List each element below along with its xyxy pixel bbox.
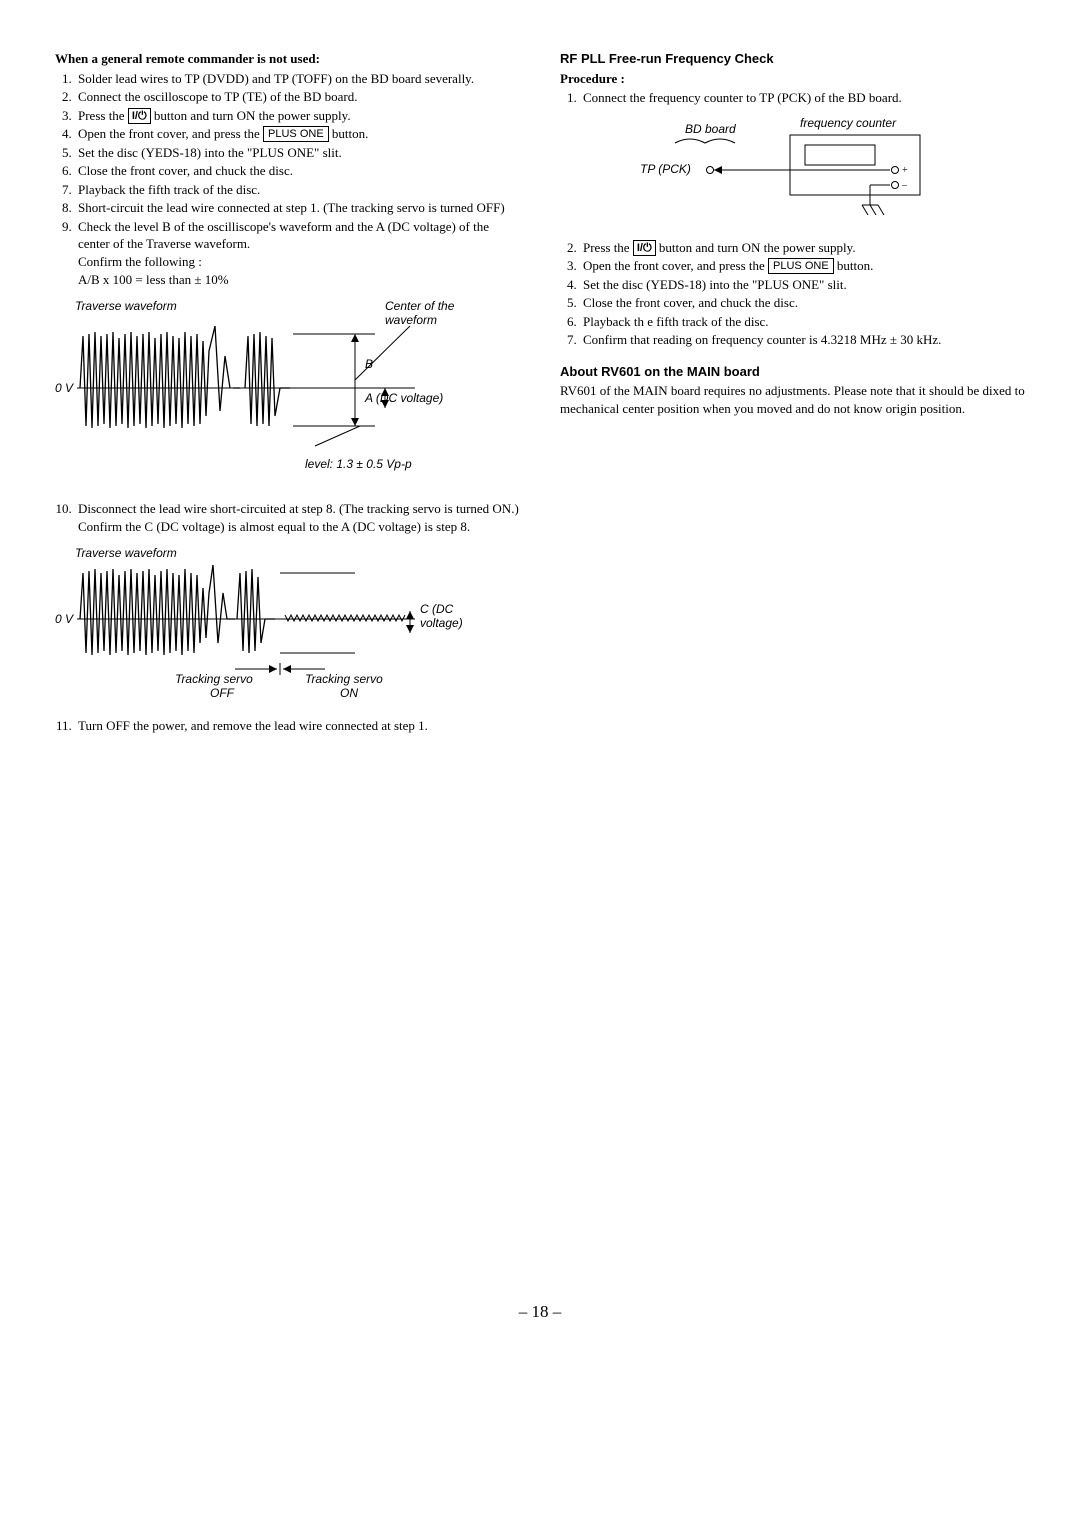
- wave1-center-label: Center of the waveform: [385, 299, 458, 327]
- svg-text:–: –: [901, 180, 908, 191]
- power-button-box: I/⏻: [128, 108, 151, 124]
- about-rv601-body: RV601 of the MAIN board requires no adju…: [560, 382, 1025, 417]
- tp-pck-label: TP (PCK): [640, 162, 691, 176]
- traverse-waveform-2: Traverse waveform 0 V: [55, 543, 520, 703]
- bd-freq-diagram: BD board frequency counter + – TP (PCK): [630, 115, 1025, 225]
- right-item-3: Open the front cover, and press the PLUS…: [580, 257, 1025, 275]
- right-item-2: Press the I/⏻ button and turn ON the pow…: [580, 239, 1025, 257]
- left-item-4: Open the front cover, and press the PLUS…: [75, 125, 520, 143]
- right-item-4: Set the disc (YEDS-18) into the "PLUS ON…: [580, 276, 1025, 294]
- page-number: – 18 –: [55, 1301, 1025, 1324]
- left-item-7: Playback the fifth track of the disc.: [75, 181, 520, 199]
- rf-pll-title: RF PLL Free-run Frequency Check: [560, 50, 1025, 68]
- right-item-5: Close the front cover, and chuck the dis…: [580, 294, 1025, 312]
- left-item-1: Solder lead wires to TP (DVDD) and TP (T…: [75, 70, 520, 88]
- right-item-1: Connect the frequency counter to TP (PCK…: [580, 89, 1025, 107]
- wave2-title: Traverse waveform: [75, 546, 177, 560]
- left-procedure-list: Solder lead wires to TP (DVDD) and TP (T…: [55, 70, 520, 289]
- left-column: When a general remote commander is not u…: [55, 50, 520, 741]
- left-item-5: Set the disc (YEDS-18) into the "PLUS ON…: [75, 144, 520, 162]
- traverse-waveform-1: Traverse waveform Center of the waveform…: [55, 296, 520, 486]
- freq-counter-label: frequency counter: [800, 116, 897, 130]
- left-item-9: Check the level B of the oscilliscope's …: [75, 218, 520, 288]
- wave1-level: level: 1.3 ± 0.5 Vp-p: [305, 457, 412, 471]
- left-item-2: Connect the oscilloscope to TP (TE) of t…: [75, 88, 520, 106]
- svg-text:+: +: [902, 165, 908, 176]
- wave1-zero: 0 V: [55, 381, 74, 395]
- right-list-2: Press the I/⏻ button and turn ON the pow…: [560, 239, 1025, 349]
- bd-board-label: BD board: [685, 122, 736, 136]
- wave2-on-label: Tracking servo ON: [305, 672, 386, 700]
- left-list-3: Turn OFF the power, and remove the lead …: [55, 717, 520, 735]
- right-item-6: Playback th e fifth track of the disc.: [580, 313, 1025, 331]
- left-heading: When a general remote commander is not u…: [55, 50, 520, 68]
- wave2-c: C (DC voltage): [420, 602, 463, 630]
- left-item-6: Close the front cover, and chuck the dis…: [75, 162, 520, 180]
- wave1-burst-icon: [80, 326, 290, 428]
- left-item-11: Turn OFF the power, and remove the lead …: [75, 717, 520, 735]
- plus-one-box: PLUS ONE: [263, 126, 329, 142]
- wave2-zero: 0 V: [55, 612, 74, 626]
- right-item-7: Confirm that reading on frequency counte…: [580, 331, 1025, 349]
- left-item-10: Disconnect the lead wire short-circuited…: [75, 500, 520, 535]
- power-button-box-2: I/⏻: [633, 240, 656, 256]
- plus-one-box-2: PLUS ONE: [768, 258, 834, 274]
- right-column: RF PLL Free-run Frequency Check Procedur…: [560, 50, 1025, 741]
- left-item-8: Short-circuit the lead wire connected at…: [75, 199, 520, 217]
- about-rv601-title: About RV601 on the MAIN board: [560, 363, 1025, 381]
- left-list-2: Disconnect the lead wire short-circuited…: [55, 500, 520, 535]
- wave1-title: Traverse waveform: [75, 299, 177, 313]
- wave2-off-burst-icon: [80, 565, 275, 655]
- procedure-label: Procedure :: [560, 70, 1025, 88]
- wave2-off-label: Tracking servo OFF: [175, 672, 256, 700]
- left-item-3: Press the I/⏻ button and turn ON the pow…: [75, 107, 520, 125]
- wave1-a: A (DC voltage): [364, 391, 443, 405]
- wave2-on-ripple-icon: [285, 615, 405, 621]
- right-list-1: Connect the frequency counter to TP (PCK…: [560, 89, 1025, 107]
